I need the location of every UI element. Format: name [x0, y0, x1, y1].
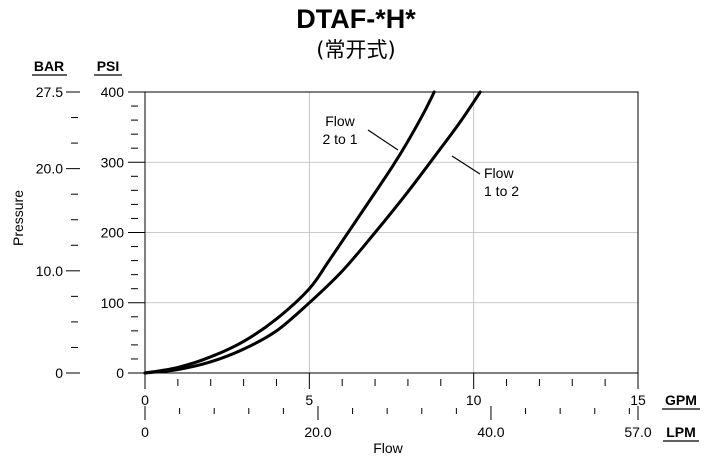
- annotations: Flow 2 to 1 Flow 1 to 2: [322, 113, 519, 199]
- annotation-label-2: Flow 1 to 2: [484, 165, 519, 199]
- x-primary-tick-label: 0: [141, 392, 149, 408]
- x-secondary-tick-label: 40.0: [477, 424, 504, 440]
- annotation-line: Flow: [484, 165, 514, 181]
- y-secondary-tick-label: 27.5: [36, 84, 63, 100]
- annotation-line: 1 to 2: [484, 183, 519, 199]
- y-secondary-tick-label: 0: [55, 365, 63, 381]
- annotation-line: 2 to 1: [322, 131, 357, 147]
- annotation-leader-2: [451, 155, 481, 175]
- x-primary-tick-label: 5: [305, 392, 313, 408]
- x-secondary-unit-label: LPM: [666, 424, 696, 440]
- chart-subtitle: (常开式): [316, 38, 395, 62]
- annotation-line: Flow: [325, 113, 355, 129]
- y-primary-tick-label: 300: [101, 154, 125, 170]
- series-layer: [143, 90, 482, 375]
- x-axis-title: Flow: [373, 440, 403, 456]
- x-secondary-tick-label: 0: [141, 424, 149, 440]
- y-secondary-unit-label: BAR: [34, 58, 64, 74]
- x-primary-tick-label: 15: [630, 392, 646, 408]
- y-axis-title: Pressure: [10, 190, 26, 246]
- y-secondary-tick-label: 10.0: [36, 263, 63, 279]
- y-primary-tick-label: 200: [101, 225, 125, 241]
- series-line-2: [143, 90, 482, 375]
- annotation-leader-1: [367, 129, 399, 151]
- y-primary-unit-label: PSI: [97, 58, 120, 74]
- x-secondary-tick-label: 20.0: [304, 424, 331, 440]
- x-primary-tick-label: 10: [466, 392, 482, 408]
- y-primary-tick-label: 0: [116, 365, 124, 381]
- x-axes: 0 5 10 15 0 20.0 40.0 57.0: [141, 373, 652, 440]
- x-primary-unit-label: GPM: [665, 392, 697, 408]
- y-secondary-tick-label: 20.0: [36, 161, 63, 177]
- x-secondary-tick-label: 57.0: [624, 424, 651, 440]
- chart-title: DTAF-*H*: [296, 4, 416, 34]
- y-primary-tick-label: 400: [101, 84, 125, 100]
- y-axes: 0 100 200 300 400 0 10.0 20.0 27.5: [36, 84, 145, 381]
- series-line-1: [143, 90, 436, 375]
- grid: [145, 92, 638, 373]
- annotation-label-1: Flow 2 to 1: [322, 113, 357, 147]
- y-primary-tick-label: 100: [101, 295, 125, 311]
